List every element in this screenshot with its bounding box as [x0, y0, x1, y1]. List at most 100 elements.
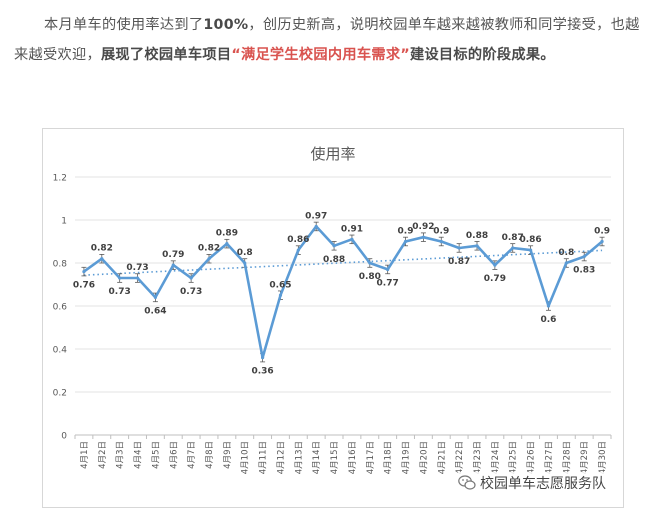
watermark-text: 校园单车志愿服务队 [480, 476, 606, 492]
x-tick-label: 4月11日 [259, 441, 269, 474]
data-point [475, 244, 479, 248]
data-label: 0.86 [519, 235, 541, 245]
article-bold-text: 展现了校园单车项目 [100, 47, 232, 63]
data-point [225, 242, 229, 246]
data-point [403, 239, 408, 244]
data-label: 0.9 [594, 227, 610, 237]
data-point [153, 295, 157, 299]
data-point [118, 276, 122, 280]
data-point [546, 304, 551, 308]
y-tick-label: 0 [61, 432, 67, 442]
data-point [493, 263, 497, 267]
y-tick-label: 0.6 [53, 303, 68, 313]
data-label: 0.89 [216, 229, 238, 239]
x-tick-label: 4月6日 [169, 441, 179, 469]
x-tick-label: 4月3日 [116, 441, 126, 469]
data-label: 0.8 [237, 248, 253, 258]
x-tick-label: 4月1日 [80, 441, 90, 469]
data-label: 0.36 [251, 367, 273, 377]
x-tick-label: 4月30日 [598, 441, 608, 474]
data-point [296, 248, 300, 252]
data-point [82, 270, 86, 274]
chart-title: 使用率 [310, 145, 355, 163]
article-red-quote: “满足学生校园内用车需求” [231, 47, 410, 63]
x-tick-label: 4月21日 [437, 441, 447, 474]
watermark: 校园单车志愿服务队 [458, 472, 606, 494]
data-point [368, 261, 372, 265]
y-tick-label: 1 [61, 217, 67, 227]
data-point [511, 246, 515, 250]
data-point [564, 261, 568, 265]
data-label: 0.65 [269, 280, 291, 290]
data-label: 0.64 [144, 306, 166, 316]
x-tick-label: 4月2日 [98, 441, 108, 469]
data-label: 0.82 [91, 244, 113, 254]
data-label: 0.91 [341, 224, 363, 234]
data-label: 0.8 [558, 248, 574, 258]
article-bold-ending: 建设目标的阶段成果。 [409, 47, 555, 63]
y-tick-label: 0.8 [53, 260, 68, 270]
x-tick-label: 4月16日 [348, 441, 358, 474]
x-tick-label: 4月26日 [527, 441, 537, 474]
data-label: 0.79 [162, 250, 184, 260]
x-tick-label: 4月29日 [580, 441, 590, 474]
data-label: 0.76 [73, 281, 95, 291]
data-label: 0.88 [323, 255, 345, 265]
series-line [83, 225, 603, 359]
x-tick-label: 4月22日 [455, 441, 465, 474]
data-label: 0.83 [573, 266, 595, 276]
data-label: 0.82 [198, 244, 220, 254]
wechat-icon [458, 475, 476, 490]
data-label: 0.77 [377, 278, 399, 288]
data-label: 0.79 [484, 274, 506, 284]
data-point [314, 224, 318, 229]
x-tick-label: 4月14日 [312, 441, 322, 474]
article-text-1: 本月单车的使用率达到了 [44, 17, 204, 33]
data-point [261, 356, 265, 360]
data-label: 0.73 [126, 263, 148, 273]
data-point [600, 239, 604, 244]
y-tick-label: 0.4 [53, 346, 68, 356]
data-label: 0.86 [287, 235, 309, 245]
x-tick-label: 4月19日 [402, 441, 412, 474]
data-point [100, 257, 104, 261]
data-point [207, 257, 211, 261]
article-text-2: ，创历史新高，说明校园单车越来越被教师和同学接受，也越来越受欢迎， [14, 17, 640, 63]
x-tick-label: 4月10日 [241, 441, 251, 474]
x-tick-label: 4月23日 [473, 441, 483, 474]
data-label: 0.73 [109, 287, 131, 297]
data-label: 0.87 [448, 257, 470, 267]
data-point [582, 254, 586, 259]
x-tick-label: 4月5日 [151, 441, 161, 469]
x-tick-label: 4月8日 [205, 441, 215, 469]
x-tick-label: 4月25日 [509, 441, 519, 474]
x-tick-label: 4月7日 [187, 441, 197, 469]
data-point [332, 244, 336, 248]
x-tick-label: 4月15日 [330, 441, 340, 474]
x-tick-label: 4月18日 [384, 441, 394, 474]
data-label: 0.9 [398, 227, 414, 237]
article-paragraph: 本月单车的使用率达到了100%，创历史新高，说明校园单车越来越被教师和同学接受，… [14, 10, 644, 70]
x-tick-label: 4月24日 [491, 441, 501, 474]
x-tick-label: 4月27日 [544, 441, 554, 474]
data-point [278, 293, 283, 297]
data-point [439, 239, 443, 244]
data-point [189, 276, 193, 280]
data-label: 0.87 [502, 233, 524, 243]
x-tick-label: 4月20日 [419, 441, 429, 474]
x-tick-label: 4月13日 [294, 441, 304, 474]
data-point [421, 235, 425, 239]
data-label: 0.80 [359, 272, 381, 282]
data-label: 0.92 [412, 222, 434, 232]
data-label: 0.97 [305, 211, 327, 221]
data-point [243, 261, 247, 265]
data-point [457, 246, 461, 250]
x-tick-label: 4月12日 [276, 441, 286, 474]
x-tick-label: 4月9日 [223, 441, 233, 469]
data-point [386, 267, 390, 272]
y-tick-label: 0.2 [53, 389, 67, 399]
data-point [171, 263, 175, 267]
data-point [529, 248, 533, 252]
y-tick-label: 1.2 [53, 174, 67, 184]
article-highlight-percent: 100% [203, 17, 249, 33]
